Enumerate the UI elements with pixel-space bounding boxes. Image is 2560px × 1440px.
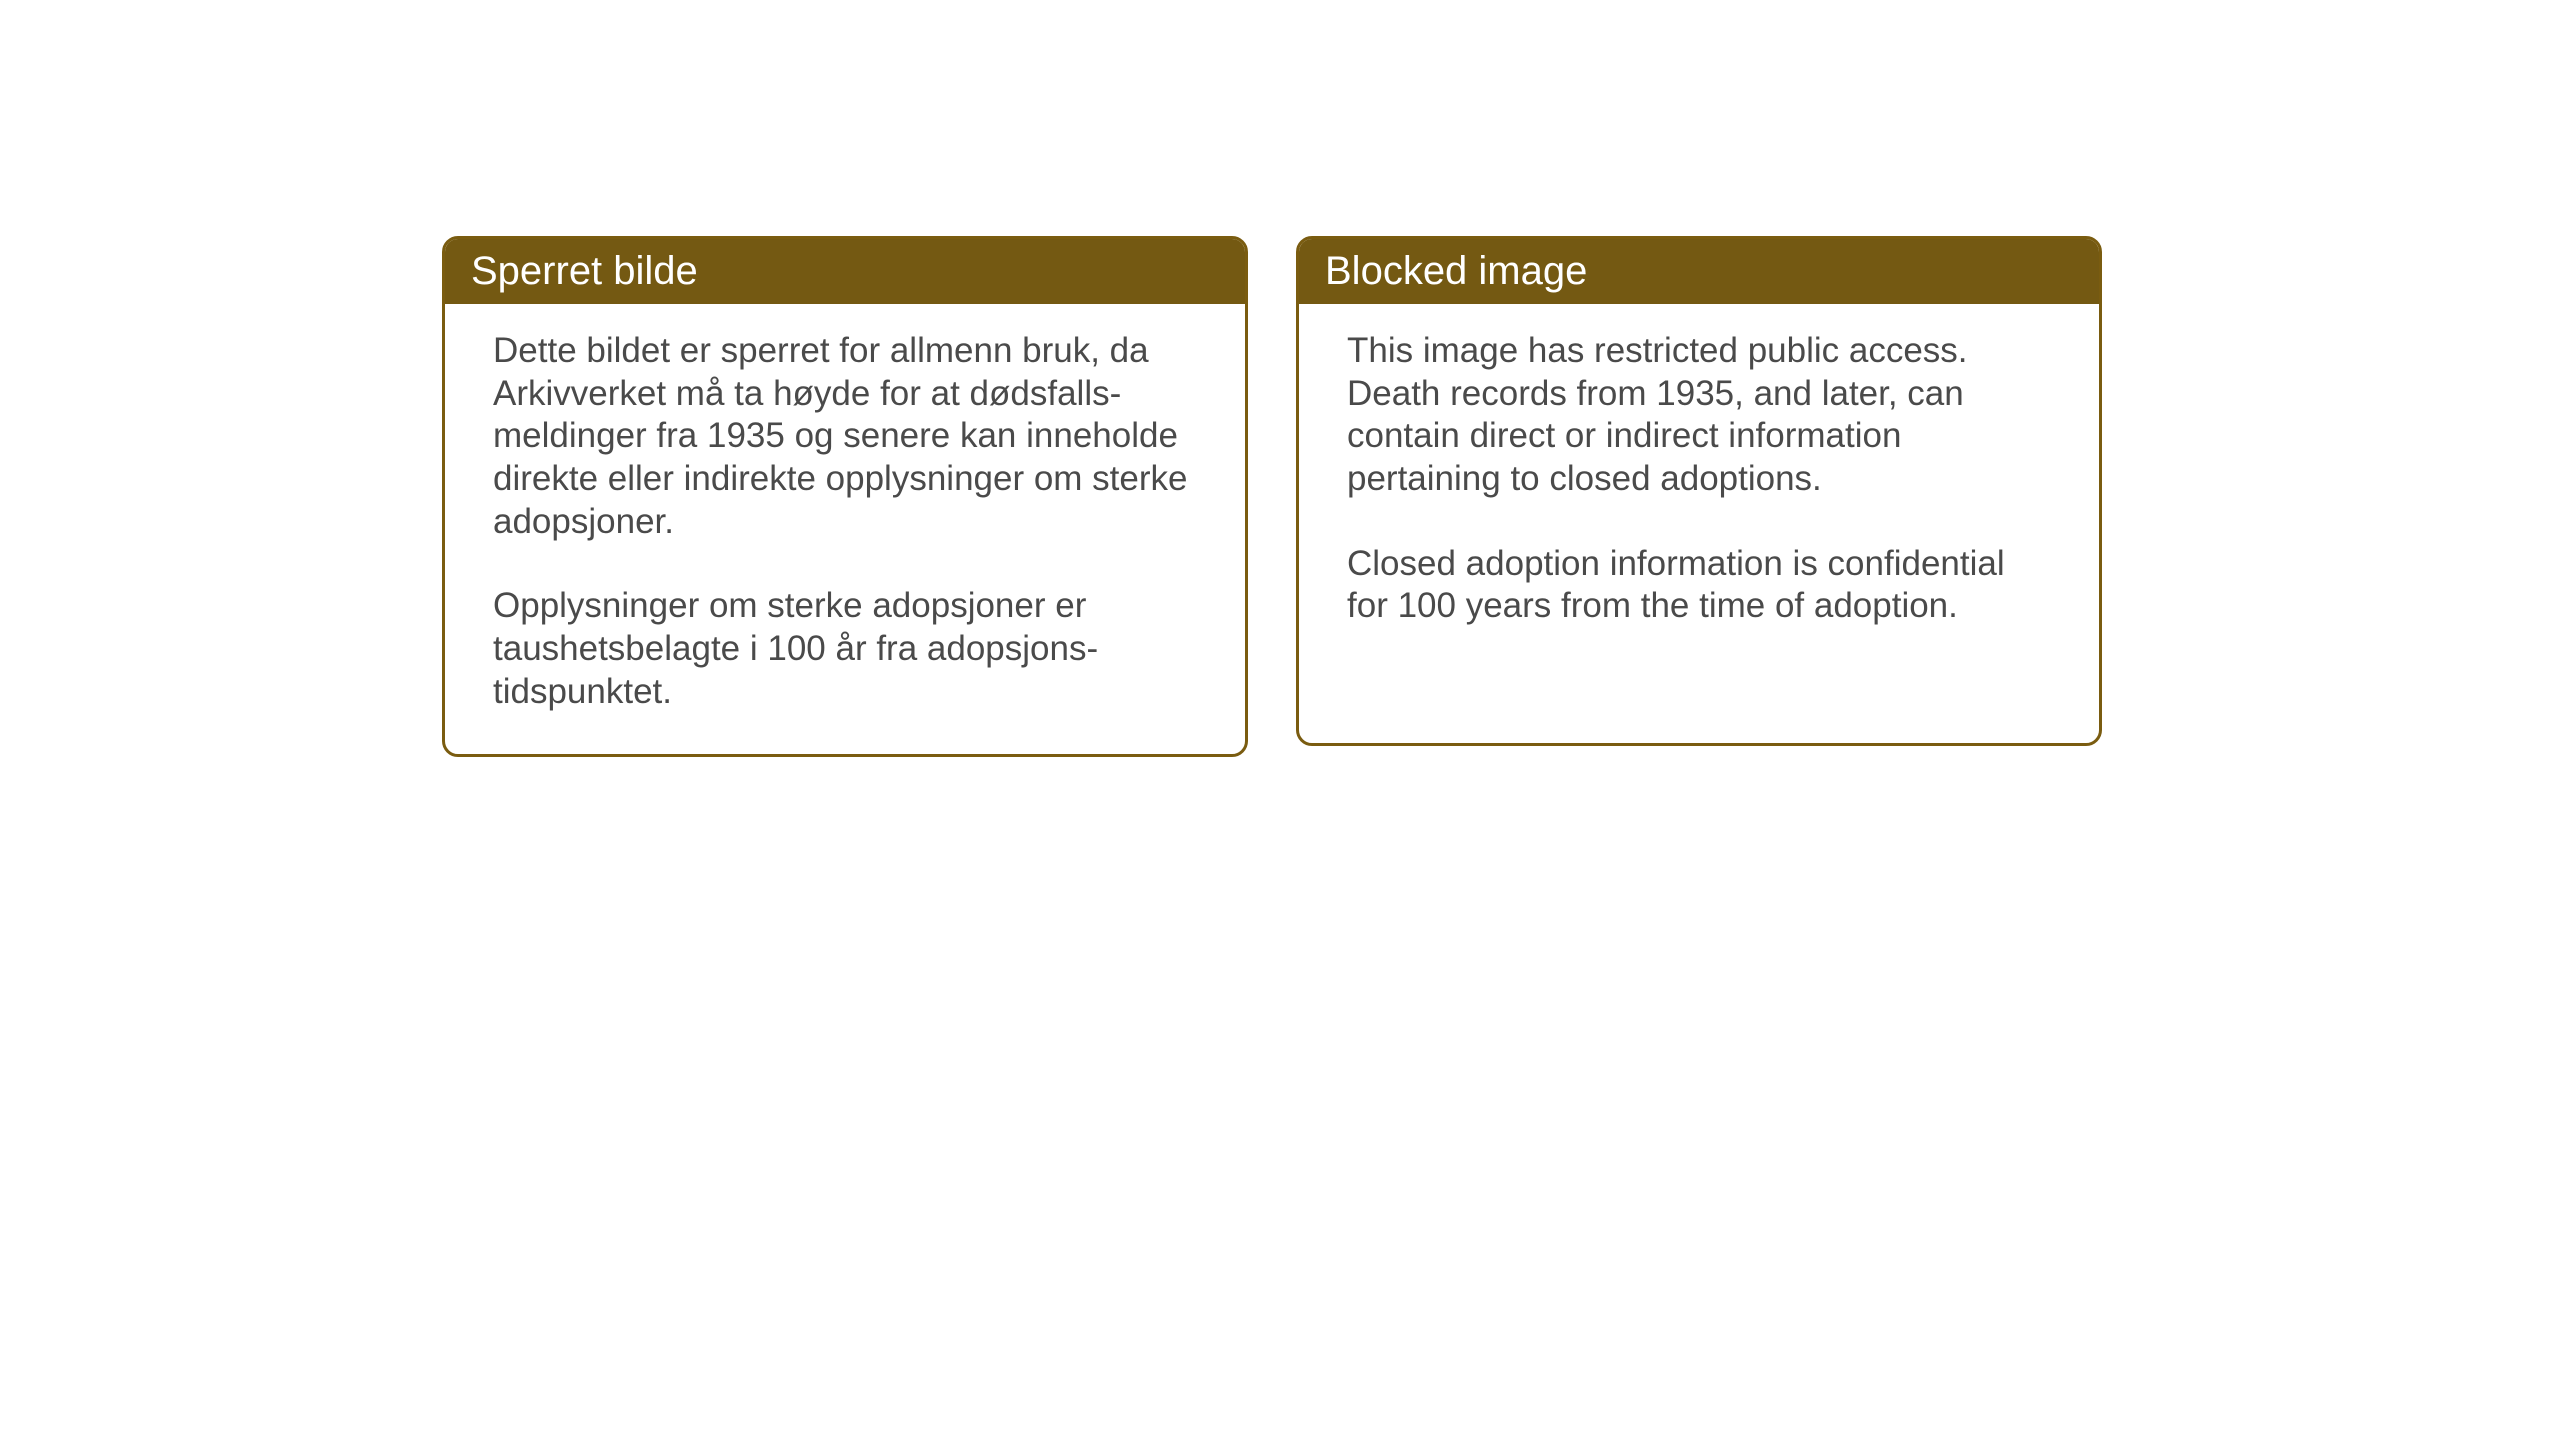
card-header-english: Blocked image <box>1299 239 2099 304</box>
card-paragraph-1-norwegian: Dette bildet er sperret for allmenn bruk… <box>493 330 1197 543</box>
card-paragraph-1-english: This image has restricted public access.… <box>1347 330 2051 501</box>
notice-card-english: Blocked image This image has restricted … <box>1296 236 2102 746</box>
card-paragraph-2-english: Closed adoption information is confident… <box>1347 543 2051 628</box>
card-header-norwegian: Sperret bilde <box>445 239 1245 304</box>
card-title-norwegian: Sperret bilde <box>471 249 698 293</box>
card-paragraph-2-norwegian: Opplysninger om sterke adopsjoner er tau… <box>493 585 1197 713</box>
notice-card-norwegian: Sperret bilde Dette bildet er sperret fo… <box>442 236 1248 757</box>
card-body-norwegian: Dette bildet er sperret for allmenn bruk… <box>445 304 1245 754</box>
notice-cards-container: Sperret bilde Dette bildet er sperret fo… <box>442 236 2102 757</box>
card-title-english: Blocked image <box>1325 249 1587 293</box>
card-body-english: This image has restricted public access.… <box>1299 304 2099 668</box>
